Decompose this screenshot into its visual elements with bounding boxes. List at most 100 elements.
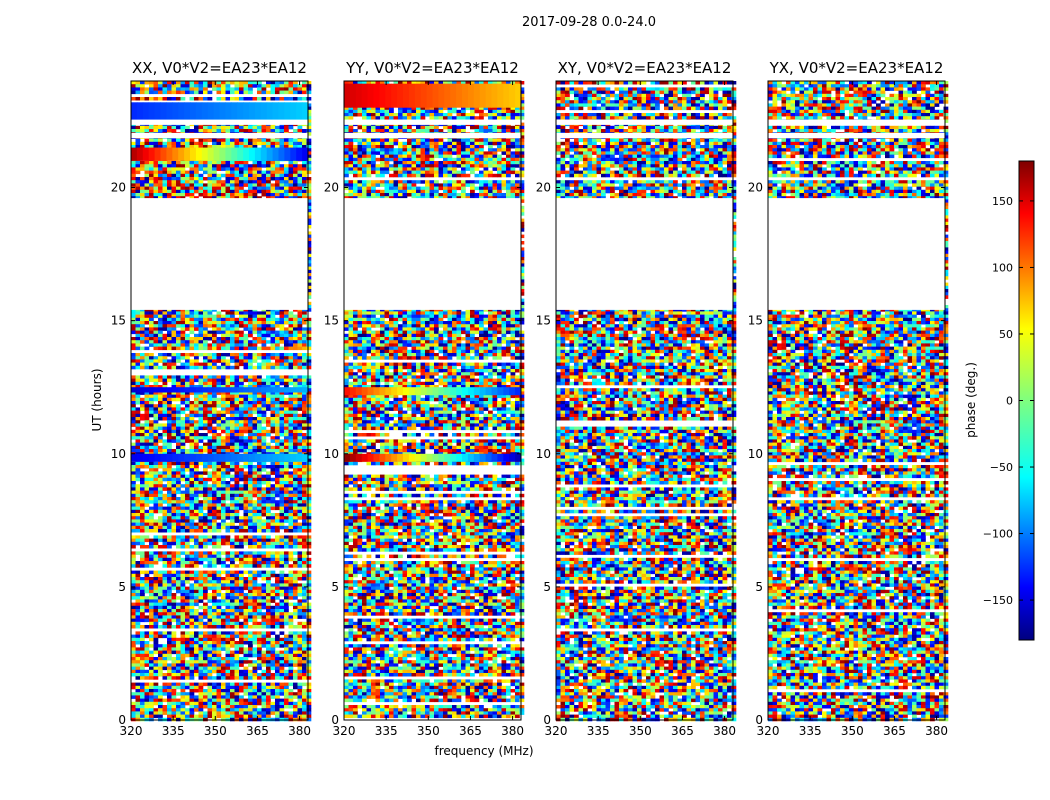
noise-cell [154, 164, 159, 168]
noise-cell [181, 193, 186, 197]
noise-cell [284, 87, 289, 91]
noise-cell [208, 139, 213, 143]
noise-cell [208, 91, 213, 95]
noise-cell [226, 183, 231, 187]
noise-cell [140, 91, 145, 95]
noise-cell [275, 142, 280, 146]
noise-cell [217, 142, 222, 146]
noise-cell [181, 174, 186, 178]
noise-cell [271, 129, 276, 133]
noise-cell [199, 167, 204, 171]
noise-cell [302, 161, 307, 165]
noise-cell [149, 180, 154, 184]
noise-cell [271, 190, 276, 194]
noise-cell [244, 164, 249, 168]
noise-cell [253, 167, 258, 171]
noise-cell [158, 81, 163, 85]
noise-cell [275, 180, 280, 184]
noise-cell [172, 81, 177, 85]
noise-cell [230, 97, 235, 101]
noise-cell [136, 177, 141, 181]
noise-cell [307, 167, 312, 171]
noise-cell [230, 187, 235, 191]
noise-cell [293, 167, 298, 171]
noise-cell [284, 180, 289, 184]
noise-cell [289, 91, 294, 95]
noise-cell [235, 190, 240, 194]
noise-cell [244, 81, 249, 85]
noise-cell [203, 97, 208, 101]
noise-cell [253, 97, 258, 101]
phase-noise-field [131, 81, 311, 721]
noise-cell [140, 193, 145, 197]
y-axis-label: UT (hours) [90, 368, 104, 431]
noise-cell [307, 193, 312, 197]
noise-cell [131, 87, 136, 91]
noise-cell [154, 177, 159, 181]
noise-cell [235, 177, 240, 181]
noise-cell [302, 183, 307, 187]
noise-cell [181, 171, 186, 175]
noise-cell [226, 187, 231, 191]
noise-cell [280, 171, 285, 175]
noise-cell [199, 174, 204, 178]
noise-cell [239, 139, 244, 143]
noise-cell [230, 129, 235, 133]
noise-cell [266, 129, 271, 133]
noise-cell [163, 84, 168, 88]
noise-cell [136, 91, 141, 95]
noise-cell [226, 129, 231, 133]
noise-cell [239, 161, 244, 165]
noise-cell [131, 84, 136, 88]
noise-cell [172, 87, 177, 91]
noise-cell [181, 139, 186, 143]
noise-cell [289, 139, 294, 143]
noise-cell [154, 161, 159, 165]
noise-cell [194, 180, 199, 184]
noise-cell [203, 187, 208, 191]
noise-cell [185, 139, 190, 143]
noise-cell [221, 183, 226, 187]
noise-cell [154, 167, 159, 171]
noise-cell [154, 180, 159, 184]
noise-cell [266, 91, 271, 95]
noise-cell [131, 177, 136, 181]
noise-cell [239, 129, 244, 133]
noise-cell [172, 161, 177, 165]
noise-cell [226, 167, 231, 171]
noise-cell [190, 139, 195, 143]
noise-cell [262, 129, 267, 133]
noise-cell [293, 129, 298, 133]
noise-cell [194, 164, 199, 168]
noise-cell [226, 193, 231, 197]
noise-cell [298, 171, 303, 175]
noise-cell [136, 139, 141, 143]
noise-cell [266, 190, 271, 194]
noise-cell [226, 91, 231, 95]
noise-cell [298, 91, 303, 95]
noise-cell [271, 97, 276, 101]
noise-cell [140, 190, 145, 194]
noise-cell [217, 190, 222, 194]
noise-cell [212, 174, 217, 178]
noise-cell [239, 174, 244, 178]
noise-cell [185, 129, 190, 133]
noise-cell [289, 142, 294, 146]
noise-cell [199, 183, 204, 187]
noise-cell [203, 164, 208, 168]
noise-cell [298, 129, 303, 133]
noise-cell [266, 187, 271, 191]
noise-cell [235, 187, 240, 191]
noise-cell [262, 91, 267, 95]
noise-cell [298, 142, 303, 146]
noise-cell [257, 164, 262, 168]
noise-cell [163, 183, 168, 187]
noise-cell [257, 91, 262, 95]
noise-cell [167, 161, 172, 165]
noise-cell [203, 177, 208, 181]
noise-cell [293, 97, 298, 101]
noise-cell [199, 164, 204, 168]
noise-cell [154, 139, 159, 143]
noise-cell [302, 171, 307, 175]
noise-cell [131, 174, 136, 178]
